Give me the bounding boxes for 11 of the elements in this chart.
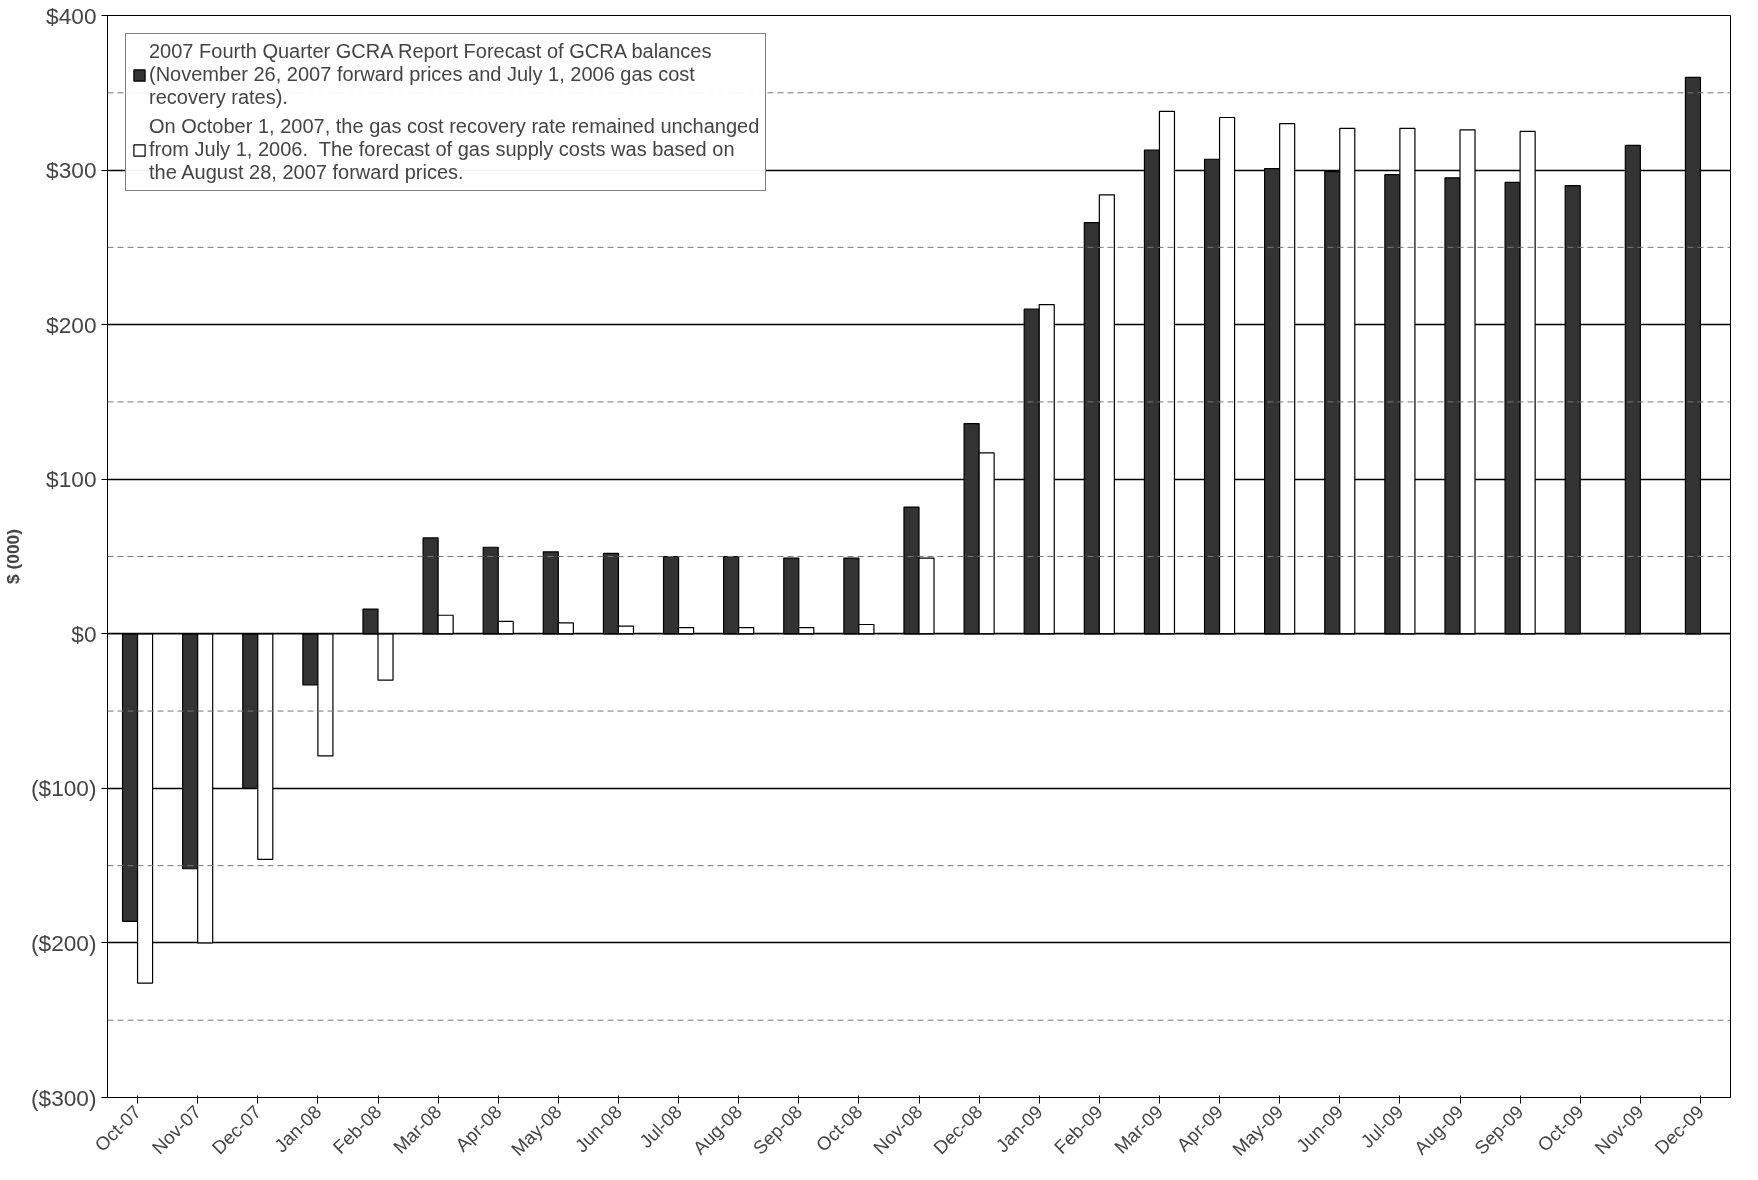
y-tick-label: $400 (46, 2, 97, 29)
y-tick-label: $0 (71, 620, 97, 647)
y-axis-title: $ (000) (3, 529, 24, 584)
legend-label: 2007 Fourth Quarter GCRA Report Forecast of GCRA balances (November 26, 2007 forward prices and July 1, 2006 gas cost recovery rates). (149, 40, 712, 109)
y-tick-label: $200 (46, 311, 97, 338)
y-tick-label: ($300) (31, 1084, 97, 1111)
y-tick-label: $100 (46, 466, 97, 493)
y-tick-label: ($200) (31, 929, 97, 956)
y-tick-label: $300 (46, 157, 97, 184)
legend-label: On October 1, 2007, the gas cost recovery rate remained unchanged from July 1, 2006. The forecast of gas supply costs was based on the August 28, 2007 forward prices. (149, 115, 760, 184)
y-tick-label: ($100) (31, 775, 97, 802)
